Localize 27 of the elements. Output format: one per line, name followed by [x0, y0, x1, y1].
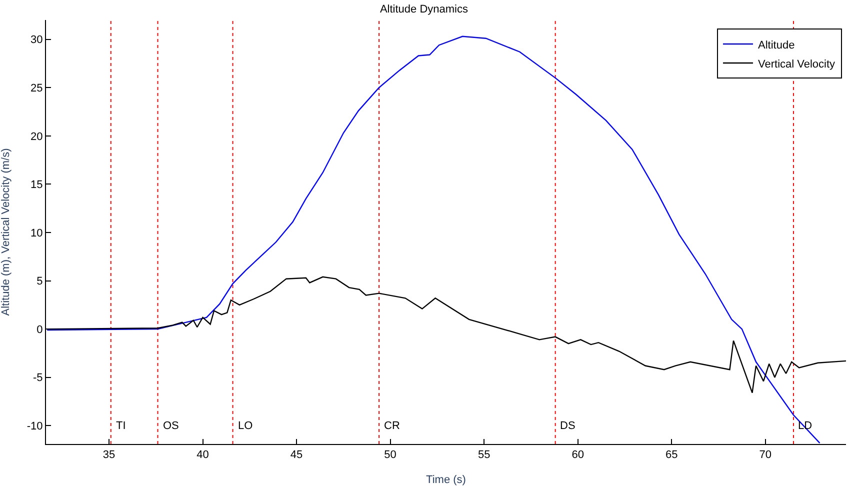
x-tick-label: 50 — [384, 449, 396, 462]
x-tick-label: 40 — [196, 449, 209, 462]
ref-line-label: TI — [116, 420, 126, 432]
x-tick-label: 60 — [572, 449, 584, 462]
x-tick-label: 65 — [665, 449, 678, 462]
y-tick-label: 20 — [30, 130, 43, 143]
y-axis-title: Altitude (m), Vertical Velocity (m/s) — [0, 148, 12, 316]
y-tick-label: 25 — [30, 82, 43, 94]
ref-line-label: DS — [560, 420, 576, 432]
x-tick-label: 45 — [290, 449, 303, 462]
legend-label: Vertical Velocity — [758, 58, 836, 70]
ref-line-label: CR — [384, 420, 400, 432]
y-tick-label: -5 — [33, 372, 43, 384]
chart-title: Altitude Dynamics — [380, 4, 469, 16]
x-axis-title: Time (s) — [426, 474, 466, 486]
y-tick-label: -10 — [26, 420, 43, 432]
y-tick-label: 10 — [30, 227, 43, 240]
y-tick-label: 0 — [36, 324, 43, 336]
x-tick-label: 70 — [759, 449, 772, 462]
x-tick-label: 55 — [478, 449, 490, 462]
ref-line-label: OS — [163, 420, 179, 432]
legend-label: Altitude — [758, 39, 795, 52]
y-tick-label: 30 — [30, 34, 43, 46]
x-tick-label: 35 — [102, 449, 116, 462]
y-tick-label: 5 — [36, 276, 43, 288]
y-tick-label: 15 — [30, 179, 43, 192]
ref-line-label: LO — [238, 420, 254, 432]
